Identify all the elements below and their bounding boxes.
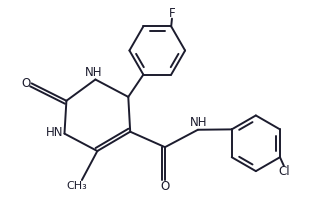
Text: NH: NH xyxy=(190,116,207,129)
Text: Cl: Cl xyxy=(279,165,290,178)
Text: O: O xyxy=(160,180,170,193)
Text: O: O xyxy=(21,77,31,90)
Text: HN: HN xyxy=(46,126,64,139)
Text: F: F xyxy=(169,7,176,20)
Text: CH₃: CH₃ xyxy=(66,181,87,191)
Text: NH: NH xyxy=(85,66,102,79)
